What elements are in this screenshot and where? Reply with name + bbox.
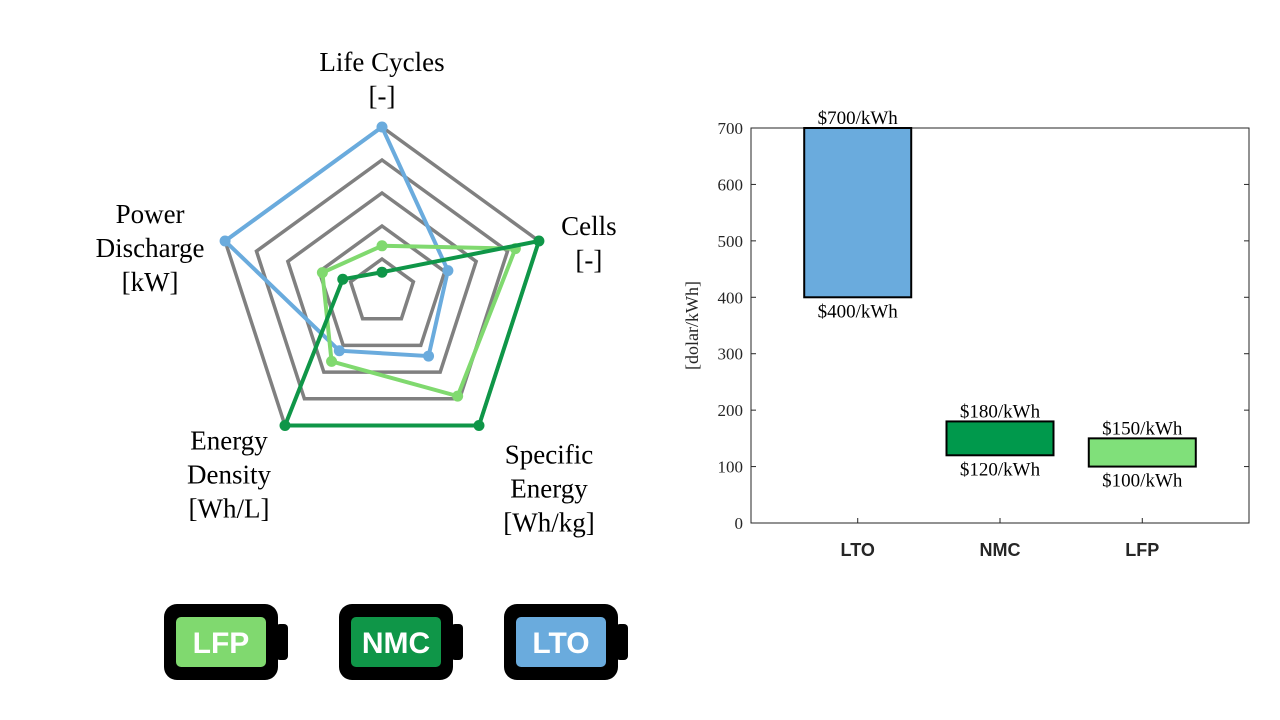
radar-axis-label-2-line-2: [-] — [575, 245, 602, 275]
bars: $700/kWh$400/kWhLTO$180/kWh$120/kWhNMC$1… — [803, 108, 1197, 560]
battery-fill-lfp — [176, 617, 266, 667]
radar-point-nmc-4 — [279, 419, 291, 431]
radar-axis-label-1-line-2: [-] — [369, 81, 396, 111]
y-tick-label-500: 500 — [718, 232, 744, 251]
radar-point-nmc-5 — [337, 273, 349, 285]
radar-point-nmc-3 — [473, 419, 485, 431]
x-tick-label-lto: LTO — [841, 540, 875, 560]
radar-grid-ring-4 — [254, 157, 510, 401]
radar-point-lfp-5 — [316, 267, 328, 279]
radar-point-lto-1 — [376, 121, 388, 133]
radar-axis-label-4-line-2: Density — [187, 459, 271, 489]
radar-axis-label-4-line-1: Energy — [190, 425, 268, 455]
battery-lto: LTO — [504, 604, 628, 680]
radar-point-lto-5 — [219, 235, 231, 247]
x-tick-label-nmc: NMC — [980, 540, 1021, 560]
bar-low-label-lfp: $100/kWh — [1102, 471, 1183, 492]
y-tick-label-100: 100 — [718, 458, 744, 477]
bar-lfp — [1087, 437, 1197, 468]
battery-terminal-lto — [616, 624, 628, 660]
bar-high-label-nmc: $180/kWh — [960, 401, 1041, 422]
radar-line-nmc — [282, 238, 542, 428]
radar-point-lfp-3 — [452, 390, 464, 402]
radar-grid-ring-2 — [317, 223, 447, 348]
battery-label-nmc: NMC — [362, 627, 430, 660]
radar-point-lto-4 — [333, 345, 345, 357]
battery-terminal-nmc — [451, 624, 463, 660]
battery-fill-nmc — [351, 617, 441, 667]
bar-group-lto: $700/kWh $400/kWh LTO — [803, 108, 913, 560]
radar-axis-label-3-line-3: [Wh/kg] — [503, 507, 594, 537]
radar-grid-ring-3 — [285, 190, 479, 374]
bar-high-label-lto: $700/kWh — [818, 108, 899, 129]
battery-fill-lto — [516, 617, 606, 667]
bar-group-lfp: $150/kWh $100/kWh LFP — [1087, 418, 1197, 560]
bar-low-label-lto: $400/kWh — [818, 301, 899, 322]
radar-axis-label-5-line-2: Discharge — [96, 233, 205, 263]
y-tick-label-700: 700 — [718, 119, 744, 138]
x-tick-label-lfp: LFP — [1125, 540, 1159, 560]
radar-axis-label-3-line-2: Energy — [510, 473, 588, 503]
y-tick-label-300: 300 — [718, 345, 744, 364]
bar-group-nmc: $180/kWh $120/kWh NMC — [945, 401, 1055, 560]
radar-point-nmc-1 — [376, 266, 388, 278]
radar-point-nmc-2 — [533, 235, 545, 247]
radar-point-lto-3 — [423, 350, 435, 362]
battery-terminal-lfp — [276, 624, 288, 660]
radar-axis-labels: Life Cycles [-] Cells [-] Specific Energy [Wh/… — [96, 47, 617, 537]
radar-series-nmc — [279, 235, 545, 431]
bar-high-label-lfp: $150/kWh — [1102, 418, 1183, 439]
radar-axis-label-3-line-1: Specific — [505, 439, 593, 469]
range-bar-chart: 0 100 200 300 400 500 600 700 [dolar/kWh] $700/kW… — [682, 108, 1250, 560]
radar-chart: Life Cycles [-] Cells [-] Specific Energy [Wh/… — [96, 47, 617, 537]
battery-label-lto: LTO — [532, 627, 589, 660]
y-tick-label-400: 400 — [718, 288, 744, 307]
radar-point-lfp-1 — [376, 240, 388, 252]
battery-nmc: NMC — [339, 604, 463, 680]
radar-axis-label-1-line-1: Life Cycles — [319, 47, 444, 77]
bar-low-label-nmc: $120/kWh — [960, 459, 1041, 480]
radar-point-lto-2 — [442, 265, 454, 277]
y-ticks: 0 100 200 300 400 500 600 700 — [718, 119, 1249, 533]
battery-label-lfp: LFP — [193, 627, 250, 660]
radar-point-lfp-4 — [326, 355, 338, 367]
battery-legend: LFP NMC LTO — [164, 604, 628, 680]
y-tick-label-200: 200 — [718, 401, 744, 420]
bar-nmc — [945, 420, 1055, 457]
radar-axis-label-5-line-3: [kW] — [122, 267, 179, 297]
bar-lto — [803, 127, 913, 299]
radar-axis-label-2-line-1: Cells — [561, 211, 617, 241]
radar-axis-label-4-line-3: [Wh/L] — [189, 493, 270, 523]
battery-lfp: LFP — [164, 604, 288, 680]
y-axis-label: [dolar/kWh] — [682, 281, 702, 370]
y-tick-label-0: 0 — [735, 514, 744, 533]
y-tick-label-600: 600 — [718, 175, 744, 194]
radar-axis-label-5-line-1: Power — [116, 199, 185, 229]
